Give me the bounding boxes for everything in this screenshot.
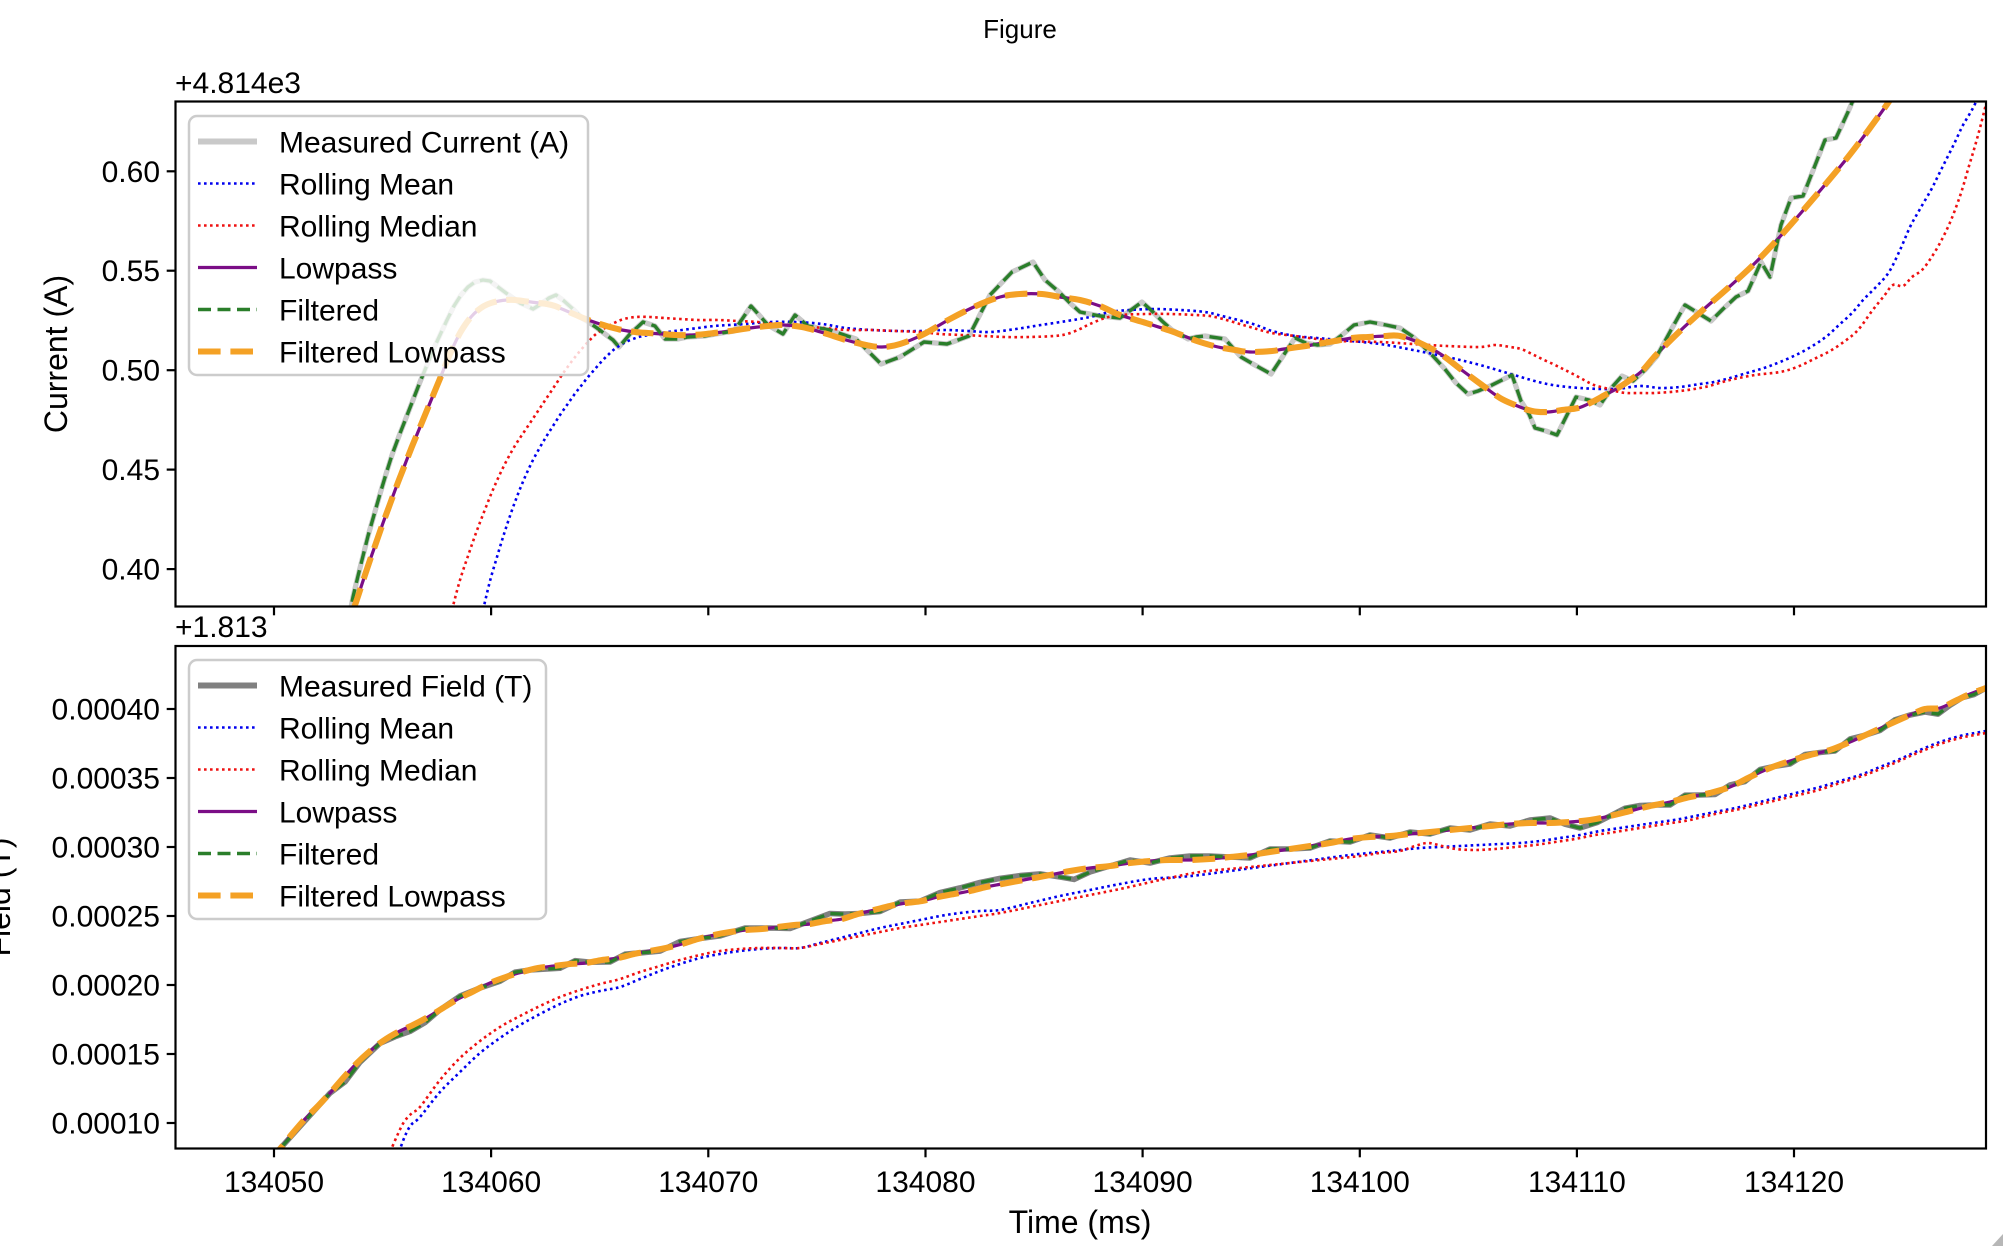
svg-text:+1.813: +1.813 <box>175 611 268 644</box>
svg-text:134050: 134050 <box>224 1166 324 1199</box>
svg-text:134110: 134110 <box>1528 1166 1626 1199</box>
svg-text:134090: 134090 <box>1093 1166 1193 1199</box>
svg-text:Rolling Mean: Rolling Mean <box>279 169 454 202</box>
svg-text:0.00035: 0.00035 <box>52 763 160 796</box>
svg-text:0.40: 0.40 <box>102 554 160 587</box>
svg-text:134120: 134120 <box>1744 1166 1844 1199</box>
svg-text:+4.814e3: +4.814e3 <box>175 67 301 100</box>
svg-text:0.00020: 0.00020 <box>52 970 160 1003</box>
svg-text:0.00010: 0.00010 <box>52 1108 160 1141</box>
svg-text:134070: 134070 <box>658 1166 758 1199</box>
svg-text:0.00015: 0.00015 <box>52 1039 160 1072</box>
svg-text:Rolling Median: Rolling Median <box>279 755 477 788</box>
svg-text:Lowpass: Lowpass <box>279 253 397 286</box>
svg-text:Rolling Mean: Rolling Mean <box>279 713 454 746</box>
svg-text:0.50: 0.50 <box>102 355 160 388</box>
svg-text:Filtered: Filtered <box>279 839 379 872</box>
svg-text:Filtered Lowpass: Filtered Lowpass <box>279 337 506 370</box>
svg-text:Lowpass: Lowpass <box>279 797 397 830</box>
svg-text:Measured Field (T): Measured Field (T) <box>279 671 532 704</box>
svg-text:0.55: 0.55 <box>102 255 160 288</box>
svg-text:Field (T): Field (T) <box>0 837 17 956</box>
svg-text:Figure: Figure <box>983 14 1057 44</box>
svg-text:0.60: 0.60 <box>102 156 160 189</box>
svg-text:Measured Current (A): Measured Current (A) <box>279 127 569 160</box>
svg-text:0.00040: 0.00040 <box>52 694 160 727</box>
svg-text:Filtered Lowpass: Filtered Lowpass <box>279 881 506 914</box>
svg-text:134080: 134080 <box>875 1166 975 1199</box>
svg-text:Time (ms): Time (ms) <box>1009 1204 1152 1240</box>
svg-text:0.00030: 0.00030 <box>52 832 160 865</box>
svg-text:0.00025: 0.00025 <box>52 901 160 934</box>
svg-text:Filtered: Filtered <box>279 295 379 328</box>
svg-text:134100: 134100 <box>1310 1166 1410 1199</box>
svg-text:134060: 134060 <box>441 1166 541 1199</box>
svg-text:Rolling Median: Rolling Median <box>279 211 477 244</box>
svg-text:Current (A): Current (A) <box>38 275 74 433</box>
svg-text:0.45: 0.45 <box>102 454 160 487</box>
